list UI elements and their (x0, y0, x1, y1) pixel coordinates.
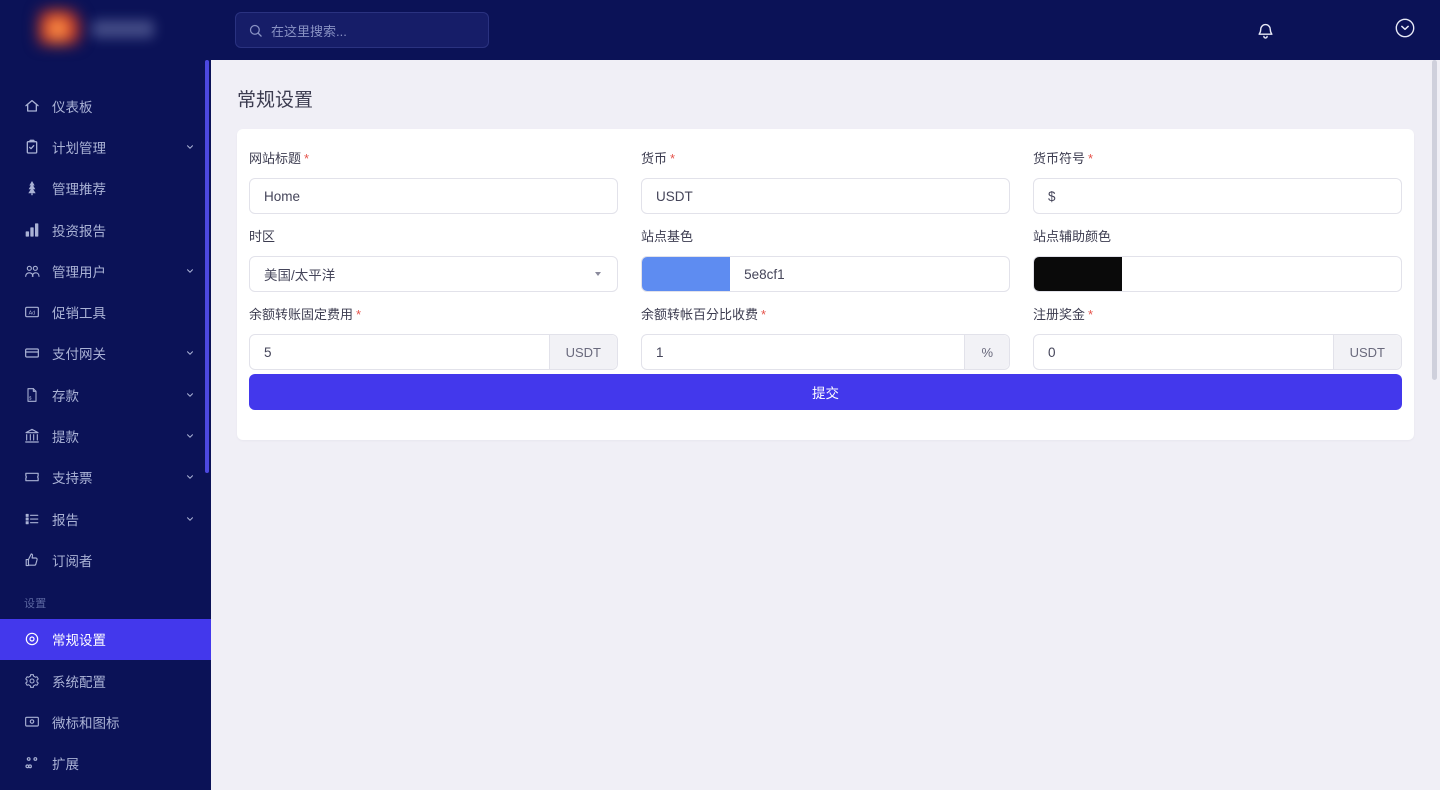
svg-text:$: $ (29, 395, 32, 400)
svg-text:Ad: Ad (29, 310, 36, 316)
